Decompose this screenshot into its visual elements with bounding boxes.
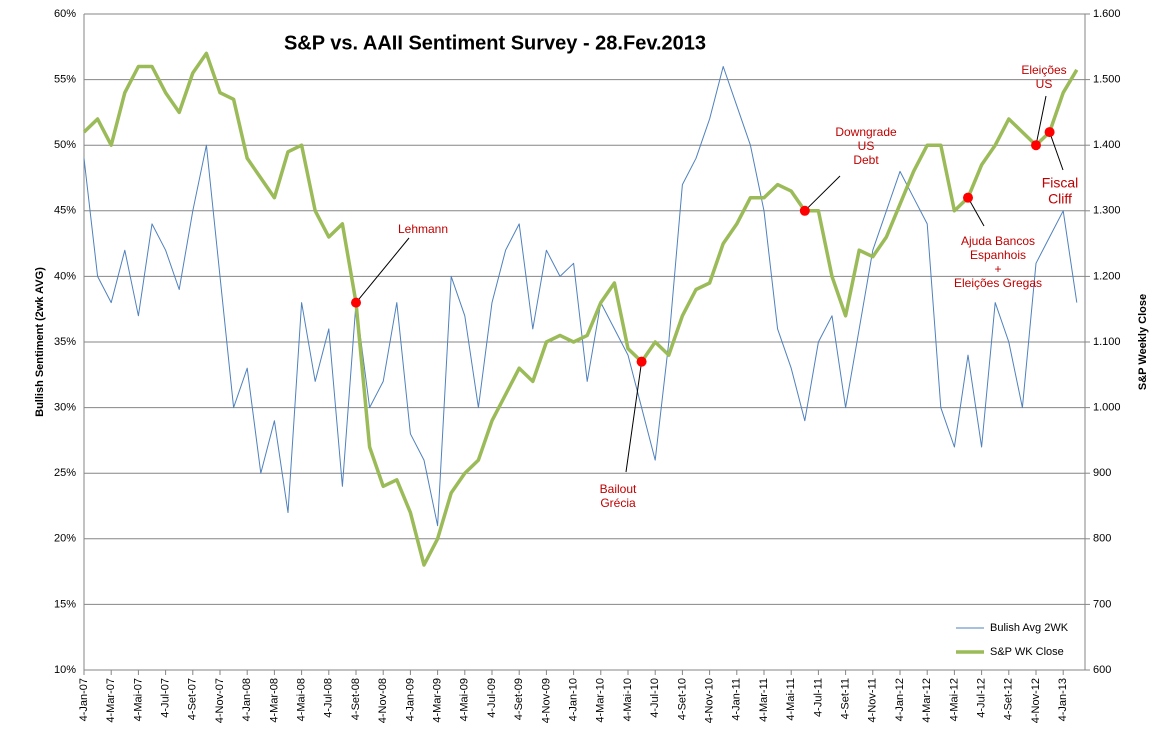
x-tick-label: 4-Jan-12	[894, 678, 906, 721]
y-tick-label: 60%	[54, 8, 76, 20]
series-line	[82, 51, 1079, 567]
annotation-text: Fiscal	[1042, 175, 1079, 191]
highlight-dot	[963, 192, 973, 203]
annotation-text: Ajuda Bancos	[961, 234, 1035, 248]
y-axis-title: Bullish Sentiment (2wk AVG)	[34, 267, 46, 417]
x-tick-label: 4-Mai-07	[132, 678, 144, 721]
y-tick-label: 30%	[54, 402, 76, 414]
annotation-text: US	[1036, 77, 1053, 91]
x-tick-label: 4-Set-12	[1003, 678, 1015, 720]
y-tick-label: 25%	[54, 467, 76, 479]
annotation-text: +	[994, 262, 1001, 276]
annotation-leader	[1035, 95, 1047, 146]
x-tick-label: 4-Jul-07	[160, 678, 172, 718]
y-tick-label: 55%	[54, 74, 76, 86]
legend-label: S&P WK Close	[990, 646, 1064, 658]
annotation-leader	[967, 197, 985, 227]
x-tick-label: 4-Mai-09	[459, 678, 471, 721]
x-tick-label: 4-Set-07	[187, 678, 199, 720]
x-tick-label: 4-Mar-08	[268, 678, 280, 723]
x-tick-label: 4-Jul-11	[812, 678, 824, 717]
y2-tick-label: 700	[1093, 598, 1111, 610]
annotation-leader	[804, 175, 841, 212]
y2-tick-label: 1.000	[1093, 402, 1121, 414]
x-tick-label: 4-Jan-09	[404, 678, 416, 721]
legend-box	[976, 614, 1080, 666]
x-tick-label: 4-Jul-12	[976, 678, 988, 718]
annotation-leader	[625, 361, 643, 473]
y-tick-label: 20%	[54, 533, 76, 545]
annotation-text: Debt	[853, 153, 879, 167]
y2-tick-label: 1.200	[1093, 270, 1121, 282]
annotation-text: Lehmann	[398, 222, 448, 236]
y-tick-label: 50%	[54, 139, 76, 151]
x-tick-label: 4-Jul-09	[486, 678, 498, 718]
x-tick-label: 4-Set-11	[840, 678, 852, 719]
x-tick-label: 4-Jan-08	[241, 678, 253, 721]
x-tick-label: 4-Mai-10	[622, 678, 634, 721]
annotation-text: Cliff	[1048, 191, 1072, 207]
x-tick-label: 4-Mar-10	[595, 678, 607, 723]
y2-tick-label: 900	[1093, 467, 1111, 479]
y2-tick-label: 800	[1093, 533, 1111, 545]
x-tick-label: 4-Mai-11	[785, 678, 797, 721]
x-tick-label: 4-Set-09	[513, 678, 525, 720]
x-tick-label: 4-Nov-11	[867, 678, 879, 722]
x-tick-label: 4-Set-10	[676, 678, 688, 720]
x-tick-label: 4-Mai-12	[948, 678, 960, 721]
x-tick-label: 4-Nov-08	[377, 678, 389, 723]
x-tick-label: 4-Jul-10	[649, 678, 661, 718]
x-tick-label: 4-Jul-08	[323, 678, 335, 718]
legend-label: Bulish Avg 2WK	[990, 622, 1069, 634]
x-tick-label: 4-Jan-07	[78, 678, 90, 721]
series-line	[83, 66, 1078, 527]
annotation-text: Eleições	[1021, 63, 1066, 77]
y-tick-label: 10%	[54, 664, 76, 676]
y-tick-label: 45%	[54, 205, 76, 217]
highlight-dot	[636, 356, 647, 367]
annotation-text: Eleições Gregas	[954, 276, 1042, 290]
annotation-text: Bailout	[600, 482, 637, 496]
y-tick-label: 35%	[54, 336, 76, 348]
annotation-text: Downgrade	[835, 125, 897, 139]
highlight-dot	[1044, 127, 1055, 138]
highlight-dot	[351, 297, 361, 308]
x-tick-label: 4-Mai-08	[296, 678, 308, 721]
highlight-dot	[1031, 140, 1041, 151]
x-tick-label: 4-Nov-10	[704, 678, 716, 723]
y2-tick-label: 600	[1093, 664, 1111, 676]
x-tick-label: 4-Nov-09	[540, 678, 552, 723]
annotation-text: US	[858, 139, 875, 153]
highlight-dot	[799, 205, 810, 216]
x-tick-label: 4-Set-08	[350, 678, 362, 720]
x-tick-label: 4-Jan-11	[731, 678, 743, 721]
x-tick-label: 4-Jan-10	[568, 678, 580, 721]
annotation-text: Grécia	[600, 496, 636, 510]
y2-tick-label: 1.400	[1093, 139, 1121, 151]
x-tick-label: 4-Nov-07	[214, 678, 226, 723]
x-tick-label: 4-Mar-09	[432, 678, 444, 723]
y-tick-label: 15%	[54, 598, 76, 610]
x-tick-label: 4-Mar-11	[758, 678, 770, 722]
y2-tick-label: 1.500	[1093, 74, 1121, 86]
y2-tick-label: 1.100	[1093, 336, 1121, 348]
x-tick-label: 4-Nov-12	[1030, 678, 1042, 723]
x-tick-label: 4-Mar-07	[105, 678, 117, 723]
annotation-leader	[1049, 131, 1064, 171]
chart-title: S&P vs. AAII Sentiment Survey - 28.Fev.2…	[284, 32, 706, 54]
x-tick-label: 4-Mar-12	[921, 678, 933, 723]
annotation-text: Espanhois	[970, 248, 1026, 262]
y-tick-label: 40%	[54, 270, 76, 282]
annotation-leader	[355, 237, 410, 303]
y2-axis-title: S&P Weekly Close	[1137, 294, 1149, 390]
y2-tick-label: 1.300	[1093, 205, 1121, 217]
x-tick-label: 4-Jan-13	[1057, 678, 1069, 721]
y2-tick-label: 1.600	[1093, 8, 1121, 20]
